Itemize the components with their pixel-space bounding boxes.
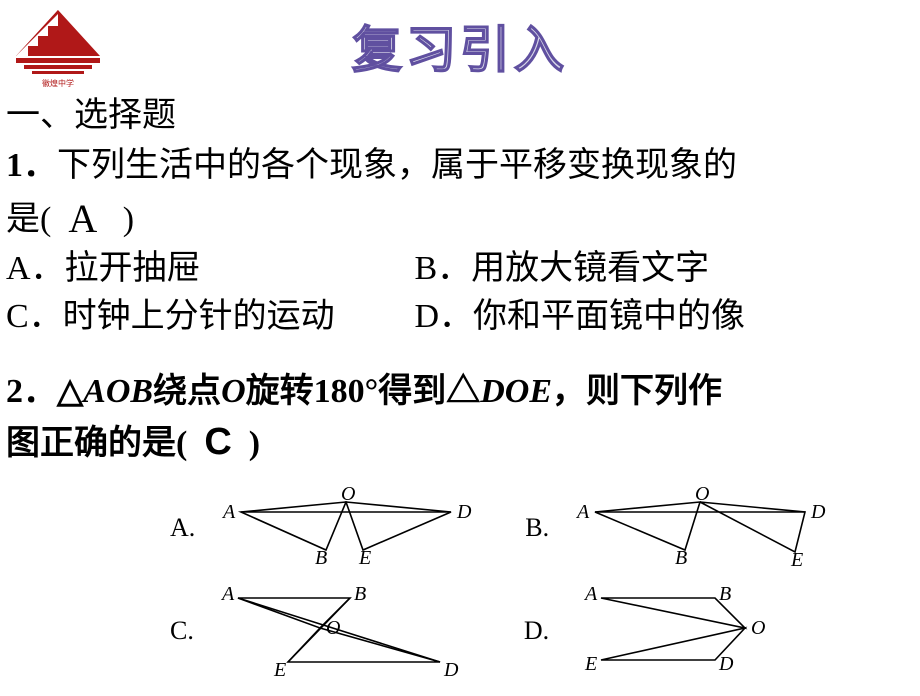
svg-text:O: O [341, 483, 355, 505]
q1-number: 1． [6, 147, 57, 184]
section-heading: 一、选择题 [6, 92, 906, 140]
q1-answer-line: 是( A ) [6, 189, 906, 245]
figures-area: A. OADBE B. OADBE C. ABOED D. ABOED [170, 490, 890, 696]
q2-tail: ，则下列作 [552, 373, 722, 410]
svg-text:A: A [575, 501, 590, 523]
svg-text:D: D [443, 659, 459, 681]
q2-point: O [221, 373, 246, 410]
svg-text:D: D [456, 501, 472, 523]
svg-text:O: O [751, 617, 765, 639]
svg-text:B: B [315, 547, 327, 569]
q2-mid1: 绕点 [153, 373, 221, 410]
q2-number: 2． [6, 373, 57, 410]
svg-text:A: A [220, 583, 235, 605]
svg-text:D: D [810, 501, 826, 523]
q1-stem-1: 下列生活中的各个现象，属于平移变换现象的 [57, 147, 737, 184]
figure-a: A. OADBE [170, 490, 491, 566]
figure-b-svg: OADBE [555, 490, 845, 566]
figure-d-svg: A BO E D [555, 584, 845, 678]
svg-text:E: E [358, 547, 371, 569]
q1-suffix: ) [123, 201, 134, 238]
figure-b-label: B. [525, 513, 549, 543]
q1-options-row1: A．拉开抽屉 B．用放大镜看文字 [6, 245, 906, 293]
q2-tri2: DOE [480, 373, 552, 410]
question-2: 2．△AOB绕点O旋转180°得到△DOE，则下列作 图正确的是( C ) [6, 368, 906, 469]
q2-line2: 图正确的是( C ) [6, 416, 906, 469]
q1-opt-b: B．用放大镜看文字 [415, 245, 710, 293]
page-title: 复习引入 [0, 10, 920, 82]
figure-c-label: C. [170, 616, 194, 646]
q2-angle: 180° [314, 373, 379, 410]
figure-b: B. OADBE [525, 490, 845, 566]
svg-text:O: O [326, 617, 340, 639]
figure-a-label: A. [170, 513, 195, 543]
q2-suffix: ) [249, 425, 260, 462]
content-area: 一、选择题 1．下列生活中的各个现象，属于平移变换现象的 是( A ) A．拉开… [6, 92, 906, 469]
svg-text:D: D [718, 653, 734, 675]
figures-row-2: C. ABOED D. ABOED [170, 584, 890, 678]
q1-options-row2: C．时钟上分针的运动 D．你和平面镜中的像 [6, 293, 906, 341]
q1-opt-c: C．时钟上分针的运动 [6, 293, 406, 341]
svg-text:A: A [221, 501, 236, 523]
svg-text:E: E [790, 549, 803, 571]
svg-text:B: B [675, 547, 687, 569]
figure-d-label: D. [524, 616, 549, 646]
q1-opt-d: D．你和平面镜中的像 [415, 293, 746, 341]
figure-c-svg: A BO E D [200, 584, 490, 678]
q1-prefix: 是( [6, 201, 51, 238]
figure-c: C. A BO E D [170, 584, 490, 678]
svg-text:E: E [273, 659, 286, 681]
figure-d: D. A BO E D [524, 584, 845, 678]
question-1: 1．下列生活中的各个现象，属于平移变换现象的 是( A ) A．拉开抽屉 B．用… [6, 142, 906, 341]
q2-mid2: 旋转 [246, 373, 314, 410]
q2-answer: C [204, 421, 231, 463]
q2-prefix: 图正确的是( [6, 425, 187, 462]
svg-text:A: A [583, 583, 598, 605]
svg-text:B: B [354, 583, 366, 605]
q2-tri1: AOB [83, 373, 153, 410]
svg-text:E: E [584, 653, 597, 675]
figures-row-1: A. OADBE B. OADBE [170, 490, 890, 566]
q1-answer: A [68, 196, 97, 241]
q1-opt-a: A．拉开抽屉 [6, 245, 406, 293]
figure-a-svg: OADBE [201, 490, 491, 566]
q2-mid3: 得到 [378, 373, 446, 410]
svg-text:O: O [695, 483, 709, 505]
svg-text:B: B [719, 583, 731, 605]
